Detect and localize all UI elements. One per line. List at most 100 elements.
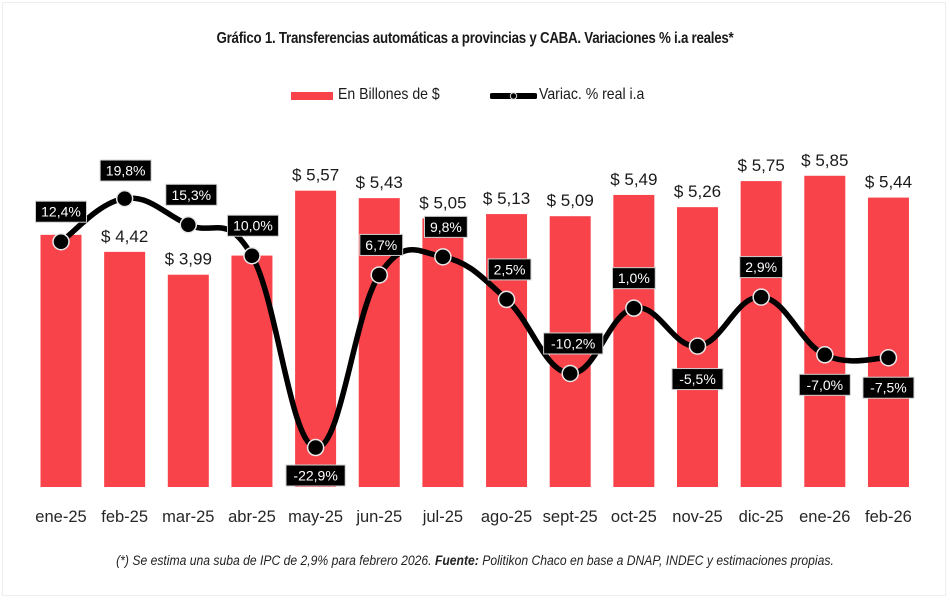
line-label-text: -7,5% [870,380,907,396]
bar-value-label-ago-25: $ 5,13 [483,189,530,208]
line-label-text: 12,4% [41,204,81,220]
bar-value-label-dic-25: $ 5,75 [738,156,785,175]
x-tick-label: ene-25 [35,508,86,526]
x-tick-label: feb-26 [865,508,912,526]
line-label-box [671,368,724,391]
line-point-feb-25 [115,189,134,208]
x-tick-label: mar-25 [162,508,214,526]
line-label-text: 6,7% [365,237,397,253]
bar-value-label-sept-25: $ 5,09 [547,191,594,210]
line-label-box [226,214,279,237]
line-label-text: 1,0% [618,270,650,286]
legend-bar-swatch [291,92,333,100]
line-value-label-jun-25: 6,7% [359,233,404,256]
line-value-label-ene-26: -7,0% [798,373,851,396]
x-tick-label: feb-25 [101,508,148,526]
x-axis-labels: ene-25 feb-25 mar-25 abr-25 may-25 jun-25 jul-… [35,508,912,526]
line-label-box [35,200,87,223]
bar-mar-25 [167,274,209,487]
line-label-text: 2,9% [745,259,777,275]
x-tick-label: abr-25 [228,508,276,526]
line-point-nov-25 [688,337,707,355]
line-label-box [359,233,404,256]
line-value-labels: 12,4% 19,8% 15,3% 10,0% -22,9% 6,7% 9,8% 2,5% -1… [35,159,915,487]
line-point-feb-26 [879,348,898,367]
legend: En Billones de $ Variac. % real i.a [0,84,950,108]
line-label-box [543,332,604,355]
x-tick-label: may-25 [288,508,343,526]
x-tick-label: dic-25 [739,508,784,526]
line-value-label-oct-25: 1,0% [611,267,656,290]
line-label-box [165,183,218,206]
line-label-text: -5,5% [679,371,716,387]
line-label-text: 15,3% [171,187,211,203]
legend-line-label: Variac. % real i.a [539,86,645,103]
line-value-label-may-25: -22,9% [285,464,346,487]
line-label-text: -7,0% [807,377,844,393]
x-tick-label: ago-25 [481,508,532,526]
line-value-label-ago-25: 2,5% [487,258,532,281]
line-value-label-abr-25: 10,0% [226,214,279,237]
legend-bar-label: En Billones de $ [338,86,440,103]
bar-ene-25 [40,234,82,487]
bar-feb-25 [104,251,146,487]
x-tick-label: nov-25 [672,508,722,526]
line-value-label-jul-25: 9,8% [424,215,468,238]
bar-value-labels: $ 4,42 $ 3,99 $ 5,57 $ 5,43 $ 5,05 $ 5,13 $ 5,… [101,151,912,269]
line-point-jul-25 [434,248,452,266]
line-point-sept-25 [561,364,579,383]
legend-line-swatch [490,92,537,100]
bar-series [40,175,909,488]
bar-value-label-may-25: $ 5,57 [292,166,339,185]
line-value-label-sept-25: -10,2% [543,332,604,355]
x-tick-label: jun-25 [355,508,402,526]
line-label-text: 2,5% [494,261,526,277]
line-point-oct-25 [625,299,643,317]
bar-value-label-jun-25: $ 5,43 [356,173,403,192]
bar-oct-25 [613,194,655,487]
line-value-label-ene-25: 12,4% [35,200,87,223]
bar-value-label-oct-25: $ 5,49 [610,170,657,189]
line-value-label-nov-25: -5,5% [671,368,724,391]
line-label-box [862,376,915,399]
line-point-jun-25 [370,266,388,284]
line-point-may-25 [306,438,325,457]
line-point-mar-25 [179,216,198,234]
bar-dic-25 [740,181,782,487]
x-tick-label: jul-25 [422,508,463,526]
line-label-text: 19,8% [106,163,146,179]
line-label-box [424,215,468,238]
line-label-text: -10,2% [551,335,595,351]
line-label-box [798,373,851,396]
line-series [52,189,898,457]
bar-value-label-ene-26: $ 5,85 [801,151,848,170]
x-tick-label: oct-25 [611,508,657,526]
bar-ene-26 [804,175,846,487]
line-value-label-feb-26: -7,5% [862,376,915,399]
footnote-source-label: Fuente: [434,553,479,568]
bar-value-label-nov-25: $ 5,26 [674,182,721,201]
line-label-text: -22,9% [293,468,337,484]
footnote: (*) Se estima una suba de IPC de 2,9% pa… [48,553,903,568]
line-point-ago-25 [497,290,516,309]
line-point-abr-25 [243,246,261,265]
line-label-text: 9,8% [430,219,462,235]
line-label-box [611,267,656,290]
x-tick-label: sept-25 [543,508,598,526]
line-label-text: 10,0% [233,218,273,234]
line-point-ene-26 [816,346,834,364]
line-point-dic-25 [752,288,770,306]
line-label-box [99,159,152,182]
line-value-label-dic-25: 2,9% [739,256,784,279]
bar-feb-26 [867,197,909,488]
bar-ago-25 [486,214,528,488]
line-label-box [739,256,784,279]
line-value-label-feb-25: 19,8% [99,159,152,182]
line-point-ene-25 [52,232,70,251]
footnote-note: (*) Se estima una suba de IPC de 2,9% pa… [116,553,432,568]
line-value-label-mar-25: 15,3% [165,183,218,206]
footnote-source-text: Politikon Chaco en base a DNAP, INDEC y … [482,553,834,568]
bar-value-label-feb-26: $ 5,44 [865,173,912,192]
